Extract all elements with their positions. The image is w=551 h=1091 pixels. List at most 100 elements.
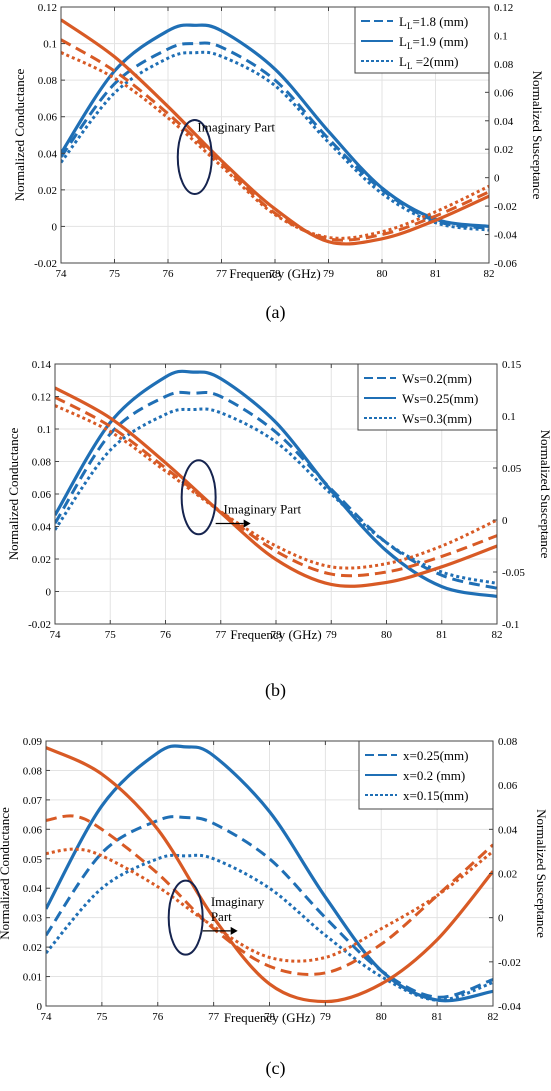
legend-entry-base: x	[403, 768, 410, 783]
x-tick-label: 77	[208, 1011, 220, 1023]
y2-tick-label: -0.06	[494, 258, 517, 270]
y2-tick-label: -0.04	[498, 1001, 521, 1013]
y2-tick-label: 0.08	[494, 59, 514, 71]
annotation-label: Imaginary	[211, 894, 265, 909]
y2-tick-label: -0.1	[502, 619, 519, 631]
y-tick-label: 0.02	[38, 185, 57, 197]
y2-tick-label: 0.02	[498, 869, 517, 881]
y-tick-label: 0.12	[32, 392, 51, 404]
x-tick-label: 76	[163, 268, 175, 280]
legend-entry-text: =0.25(mm)	[410, 748, 469, 763]
legend-entry-text: =2(mm)	[412, 54, 458, 69]
y2-tick-label: 0	[498, 913, 504, 925]
y-tick-label: 0	[37, 1001, 43, 1013]
y-tick-label: 0.06	[38, 112, 58, 124]
legend-entry-text: =0.15(mm)	[410, 788, 469, 803]
y-tick-label: 0.07	[23, 795, 43, 807]
legend-entry-text: =1.9 (mm)	[412, 34, 468, 49]
series-line-imaginary-solid	[46, 746, 493, 1004]
x-tick-label: 79	[326, 629, 338, 641]
y-tick-label: 0.09	[23, 736, 43, 748]
legend-entry-text: =0.2 (mm)	[410, 768, 466, 783]
legend-entry-subscript: L	[407, 61, 413, 71]
y2-tick-label: -0.02	[494, 201, 517, 213]
series-line-real-dotted	[61, 50, 489, 232]
annotation-label: Imaginary Part	[224, 502, 302, 517]
x-tick-label: 79	[320, 1011, 332, 1023]
series-line-real-solid	[61, 23, 489, 229]
legend-entry: Ws=0.3(mm)	[402, 411, 472, 426]
legend: LL=1.8 (mm)LL=1.9 (mm)LL =2(mm)	[354, 6, 490, 74]
legend-entry: x=0.25(mm)	[403, 748, 468, 763]
y-tick-label: 0.06	[32, 489, 52, 501]
y-tick-label: 0.12	[38, 2, 57, 14]
series-line-imaginary-solid	[55, 386, 497, 588]
y-axis-label: Normalized Conductance	[6, 428, 21, 561]
x-tick-label: 77	[216, 268, 228, 280]
y-axis-label: Normalized Conductance	[12, 69, 27, 202]
legend-entry-base: Ws	[402, 411, 419, 426]
legend-entry: LL=1.8 (mm)	[399, 14, 468, 31]
x-tick-label: 75	[105, 629, 117, 641]
series-line-imaginary-dotted	[46, 847, 493, 963]
y-tick-label: 0.01	[23, 972, 42, 984]
chart-a: 74 75 76 77 78 79 80 81 82 -0.02 0 0.02 0.04 0.06 0.08…	[12, 2, 545, 281]
y-tick-label: 0.02	[23, 942, 42, 954]
y2-tick-label: 0.1	[502, 411, 516, 423]
chart-panel-c: 74 75 76 77 78 79 80 81 82 0 0.01 0.02 0.03 0.04 0.05 0…	[0, 728, 551, 1091]
y2-tick-label: -0.04	[494, 230, 517, 242]
x-tick-label: 74	[56, 268, 68, 280]
y-tick-label: 0.14	[32, 359, 52, 371]
y2-axis-label: Normalized Susceptance	[534, 809, 549, 938]
chart-c: 74 75 76 77 78 79 80 81 82 0 0.01 0.02 0.03 0.04 0.05 0…	[0, 736, 549, 1025]
y2-tick-label: -0.02	[498, 957, 521, 969]
y2-tick-label: 0.06	[498, 780, 518, 792]
series-line-real-dotted	[55, 407, 497, 585]
y2-tick-label: 0.1	[494, 30, 508, 42]
y-tick-label: 0.1	[37, 424, 51, 436]
x-tick-label: 79	[323, 268, 335, 280]
series-line-imaginary-dotted	[61, 51, 489, 240]
x-axis-label: Frequency (GHz)	[224, 1010, 315, 1025]
legend-entry: x=0.2 (mm)	[403, 768, 465, 783]
legend-entry-text: =0.3(mm)	[419, 411, 471, 426]
y-tick-label: 0.1	[43, 39, 57, 51]
x-tick-label: 78	[270, 268, 282, 280]
annotation-label: Part	[211, 909, 232, 924]
legend-entry-text: =1.8 (mm)	[412, 14, 468, 29]
legend-entry-base: x	[403, 748, 410, 763]
legend-entry-base: L	[399, 54, 407, 69]
x-axis-label: Frequency (GHz)	[229, 266, 320, 281]
y2-axis-label: Normalized Susceptance	[530, 71, 545, 200]
chart-b: 74 75 76 77 78 79 80 81 82 -0.02 0 0.02 0.04 0.06 0.08…	[6, 359, 551, 642]
x-tick-label: 78	[271, 629, 283, 641]
y-tick-label: -0.02	[34, 258, 57, 270]
x-tick-label: 81	[436, 629, 447, 641]
legend-entry-base: L	[399, 34, 407, 49]
y-tick-label: -0.02	[28, 619, 51, 631]
y2-tick-label: 0.15	[502, 359, 522, 371]
y2-tick-label: -0.05	[502, 567, 525, 579]
y2-axis-label: Normalized Susceptance	[538, 430, 551, 559]
annotation-arrow-head	[230, 926, 238, 935]
caption-a: (a)	[265, 302, 286, 322]
legend-entry-text: =0.25(mm)	[419, 391, 478, 406]
x-tick-label: 81	[430, 268, 441, 280]
legend-entry-subscript: L	[407, 21, 413, 31]
annotation-ellipse	[180, 459, 217, 536]
legend-entry: LL=1.9 (mm)	[399, 34, 468, 51]
y-tick-label: 0.06	[23, 824, 43, 836]
x-tick-label: 80	[381, 629, 393, 641]
annotation-ellipse	[176, 118, 213, 195]
x-tick-label: 82	[484, 268, 495, 280]
series-group	[46, 744, 493, 1004]
x-tick-label: 81	[432, 1011, 443, 1023]
legend-entry-subscript: L	[407, 41, 413, 51]
y-tick-label: 0.08	[23, 765, 43, 777]
series-line-imaginary-dashed	[46, 814, 493, 976]
x-tick-label: 77	[215, 629, 227, 641]
series-group	[55, 369, 497, 598]
caption-c: (c)	[265, 1058, 286, 1078]
legend-entry: Ws=0.2(mm)	[402, 371, 472, 386]
legend-entry: x=0.15(mm)	[403, 788, 468, 803]
